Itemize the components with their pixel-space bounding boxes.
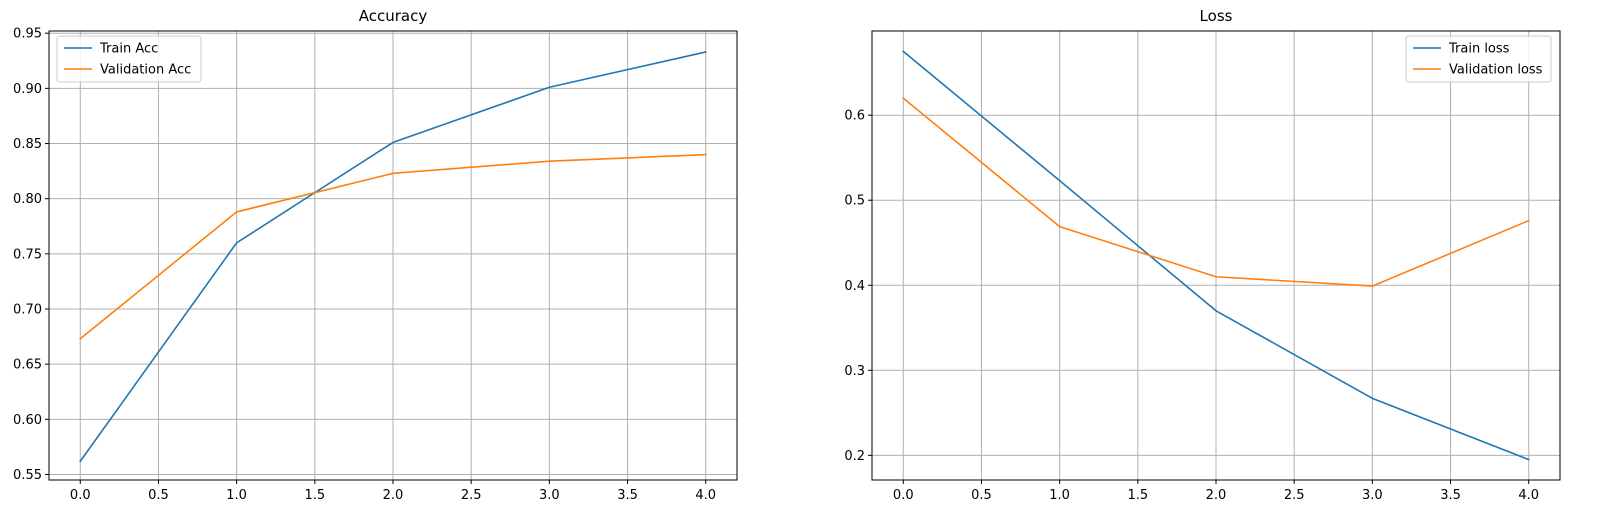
loss-y-tick-label: 0.4 bbox=[844, 279, 865, 294]
loss-legend-label: Validation loss bbox=[1449, 63, 1543, 78]
loss-legend: Train loss Validation loss bbox=[1405, 35, 1552, 83]
loss-y-tick-label: 0.5 bbox=[844, 194, 865, 209]
accuracy-series-validation-acc-line bbox=[79, 153, 707, 340]
accuracy-y-tick-label: 0.55 bbox=[13, 468, 42, 483]
loss-x-tick-label: 2.0 bbox=[1206, 488, 1227, 503]
accuracy-legend-label: Train Acc bbox=[99, 42, 158, 57]
accuracy-x-tick-label: 2.5 bbox=[461, 488, 482, 503]
accuracy-x-tick-label: 0.5 bbox=[148, 488, 169, 503]
accuracy-chart-title: Accuracy bbox=[359, 7, 428, 25]
accuracy-legend: Train Acc Validation Acc bbox=[56, 35, 202, 83]
accuracy-x-tick-label: 2.0 bbox=[383, 488, 404, 503]
loss-x-tick-label: 4.0 bbox=[1518, 488, 1539, 503]
loss-series-validation-loss-line bbox=[902, 97, 1530, 287]
loss-y-tick-label: 0.2 bbox=[844, 449, 865, 464]
accuracy-x-tick-label: 3.0 bbox=[539, 488, 560, 503]
loss-x-tick-label: 0.5 bbox=[971, 488, 992, 503]
loss-x-tick-label: 3.5 bbox=[1440, 488, 1461, 503]
accuracy-y-tick-label: 0.65 bbox=[13, 358, 42, 373]
accuracy-x-tick-label: 0.0 bbox=[70, 488, 91, 503]
loss-legend-label: Train loss bbox=[1448, 42, 1510, 57]
loss-chart: 0.0 0.5 1.0 1.5 2.0 2.5 3.0 3.5 4.0 0.2 0.3 0.4 0.5 0… bbox=[844, 7, 1561, 503]
loss-x-tick-label: 3.0 bbox=[1362, 488, 1383, 503]
accuracy-y-tick-label: 0.80 bbox=[13, 192, 42, 207]
accuracy-y-tick-label: 0.75 bbox=[13, 247, 42, 262]
accuracy-y-tick-label: 0.90 bbox=[13, 82, 42, 97]
accuracy-chart: 0.0 0.5 1.0 1.5 2.0 2.5 3.0 3.5 4.0 0.55 0.60 0.65 0… bbox=[13, 7, 738, 503]
accuracy-series-train-acc-line bbox=[79, 51, 707, 463]
accuracy-x-tick-label: 1.0 bbox=[226, 488, 247, 503]
loss-series-train-loss-line bbox=[902, 50, 1530, 461]
loss-x-tick-label: 2.5 bbox=[1284, 488, 1305, 503]
accuracy-y-tick-label: 0.95 bbox=[13, 27, 42, 42]
accuracy-x-tick-label: 3.5 bbox=[617, 488, 638, 503]
loss-chart-title: Loss bbox=[1200, 7, 1233, 25]
accuracy-y-tick-label: 0.70 bbox=[13, 303, 42, 318]
accuracy-x-tick-label: 4.0 bbox=[695, 488, 716, 503]
accuracy-y-tick-label: 0.85 bbox=[13, 137, 42, 152]
loss-legend-box bbox=[1405, 35, 1552, 83]
loss-x-tick-label: 1.0 bbox=[1049, 488, 1070, 503]
loss-x-tick-label: 1.5 bbox=[1127, 488, 1148, 503]
accuracy-legend-label: Validation Acc bbox=[100, 63, 191, 78]
loss-x-tick-label: 0.0 bbox=[893, 488, 914, 503]
accuracy-y-tick-label: 0.60 bbox=[13, 413, 42, 428]
accuracy-legend-box bbox=[56, 35, 202, 83]
loss-y-tick-label: 0.3 bbox=[844, 364, 865, 379]
loss-y-tick-label: 0.6 bbox=[844, 109, 865, 124]
accuracy-x-tick-label: 1.5 bbox=[304, 488, 325, 503]
